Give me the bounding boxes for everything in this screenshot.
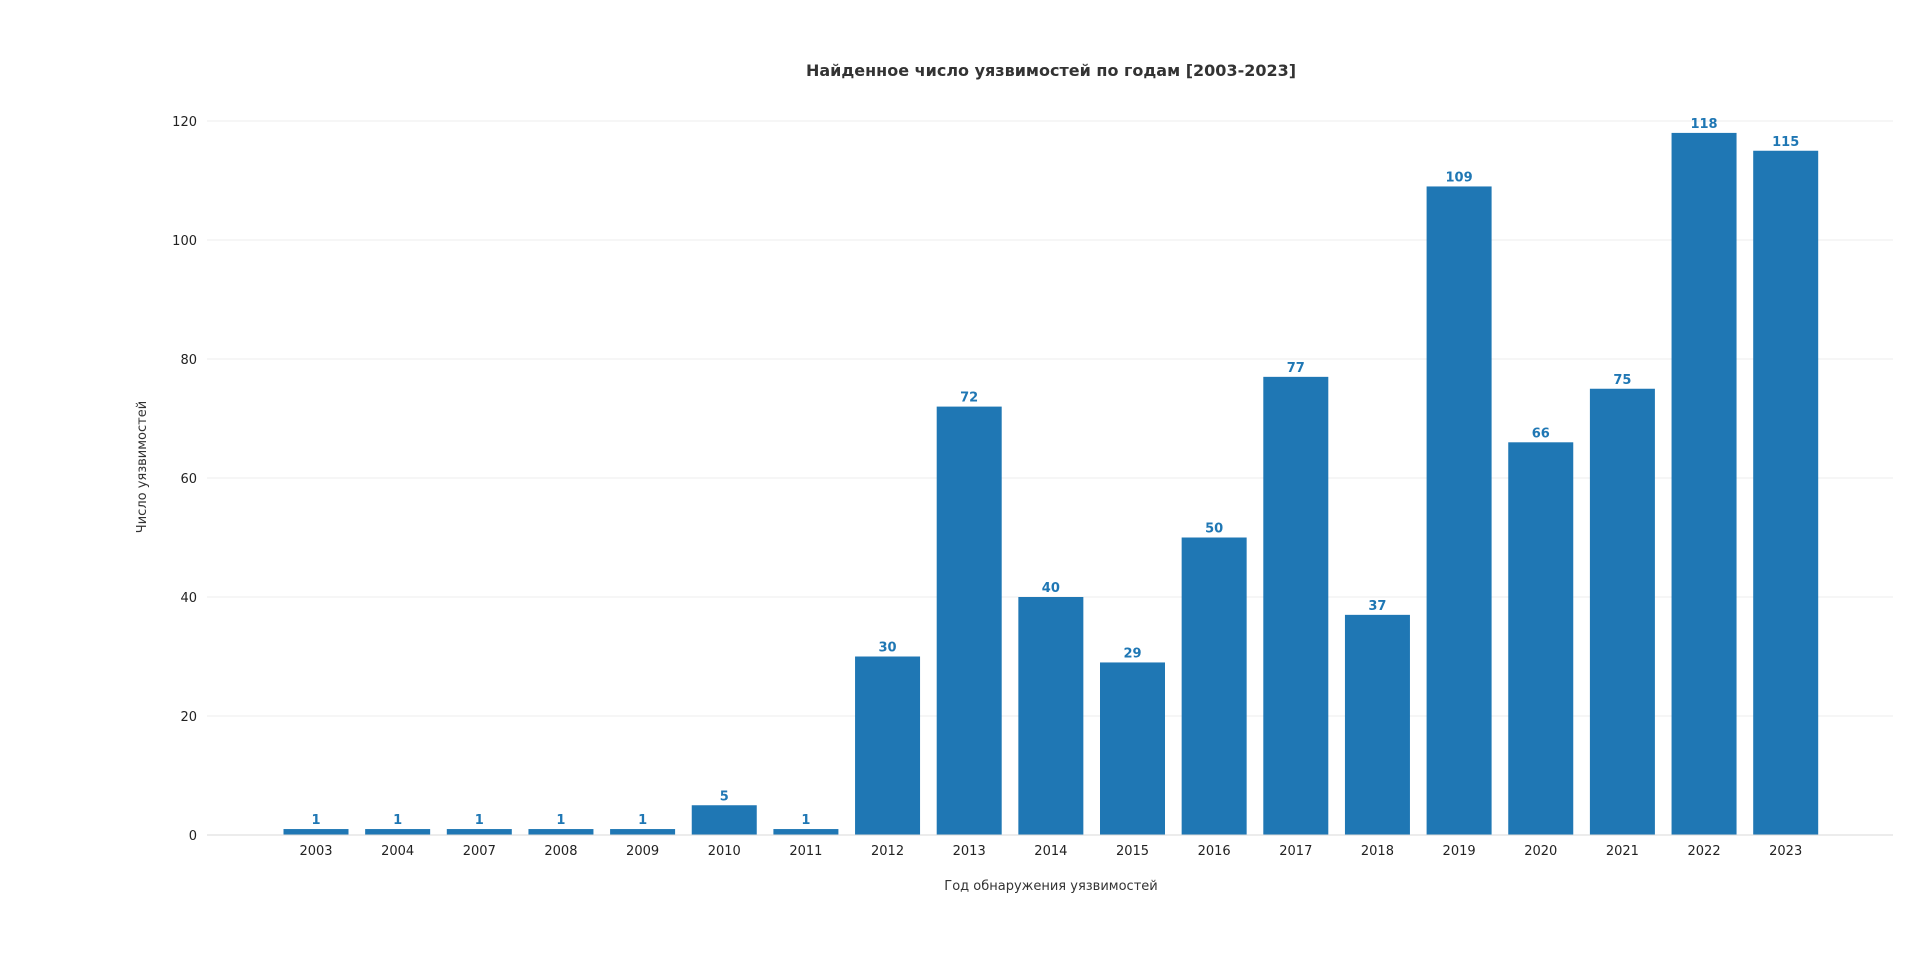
y-tick-label: 40 <box>180 591 197 606</box>
x-tick-label: 2019 <box>1443 844 1476 859</box>
y-tick-labels: 0 20 40 60 80 100 120 <box>172 115 197 844</box>
x-tick-label: 2007 <box>463 844 496 859</box>
x-tick-label: 2010 <box>708 844 741 859</box>
bar-2022 <box>1671 132 1737 835</box>
x-tick-label: 2023 <box>1769 844 1802 859</box>
x-tick-label: 2018 <box>1361 844 1394 859</box>
bar-2016 <box>1181 537 1247 835</box>
x-tick-label: 2009 <box>626 844 659 859</box>
bar-2003 <box>283 829 349 835</box>
x-tick-labels: 2003 2004 2007 2008 2009 2010 2011 2012 2013 2014… <box>299 844 1802 859</box>
bar-2007 <box>446 829 512 835</box>
y-tick-label: 60 <box>180 472 197 487</box>
x-tick-label: 2020 <box>1524 844 1557 859</box>
bar-value-label: 30 <box>879 641 897 656</box>
bar-2013 <box>936 406 1002 835</box>
y-tick-label: 0 <box>189 829 197 844</box>
x-tick-label: 2011 <box>789 844 822 859</box>
bar-value-label: 1 <box>638 813 647 828</box>
x-tick-label: 2004 <box>381 844 414 859</box>
bar-value-label: 37 <box>1368 599 1386 614</box>
bar-2009 <box>610 829 676 835</box>
y-tick-label: 20 <box>180 710 197 725</box>
bar-value-label: 1 <box>311 813 320 828</box>
y-tick-label: 80 <box>180 353 197 368</box>
bar-value-label: 118 <box>1690 117 1717 132</box>
x-tick-label: 2014 <box>1034 844 1067 859</box>
y-axis-label: Число уязвимостей <box>135 401 150 533</box>
x-tick-label: 2016 <box>1198 844 1231 859</box>
bar-2018 <box>1344 614 1410 835</box>
bar-2017 <box>1263 376 1329 835</box>
bar-value-label: 5 <box>720 789 729 804</box>
bar-value-label: 75 <box>1613 373 1631 388</box>
bar-2019 <box>1426 186 1492 835</box>
bar-value-label: 50 <box>1205 522 1223 537</box>
y-tick-label: 100 <box>172 234 197 249</box>
bar-2014 <box>1018 597 1084 835</box>
bar-value-label: 115 <box>1772 135 1799 150</box>
bar-2004 <box>365 829 431 835</box>
x-tick-label: 2013 <box>953 844 986 859</box>
x-tick-label: 2008 <box>544 844 577 859</box>
bar-2023 <box>1753 150 1819 835</box>
bar-value-label: 1 <box>801 813 810 828</box>
bar-value-label: 29 <box>1123 646 1141 661</box>
bar-2008 <box>528 829 594 835</box>
bar-value-label: 1 <box>393 813 402 828</box>
bar-2011 <box>773 829 839 835</box>
x-tick-label: 2022 <box>1688 844 1721 859</box>
bar-value-label: 40 <box>1042 581 1060 596</box>
bar-2010 <box>691 805 757 835</box>
bar-value-label: 77 <box>1287 361 1305 376</box>
bars <box>283 132 1819 835</box>
bar-2021 <box>1589 388 1655 835</box>
x-axis-label: Год обнаружения уязвимостей <box>944 879 1157 894</box>
x-tick-label: 2015 <box>1116 844 1149 859</box>
bar-value-label: 1 <box>556 813 565 828</box>
x-tick-label: 2017 <box>1279 844 1312 859</box>
chart-title: Найденное число уязвимостей по годам [20… <box>806 61 1296 80</box>
x-tick-label: 2003 <box>299 844 332 859</box>
bar-value-label: 72 <box>960 391 978 406</box>
bar-value-label: 1 <box>475 813 484 828</box>
x-tick-label: 2021 <box>1606 844 1639 859</box>
bar-2012 <box>855 656 921 835</box>
bar-2020 <box>1508 442 1574 835</box>
bar-value-label: 66 <box>1532 426 1550 441</box>
y-tick-label: 120 <box>172 115 197 130</box>
x-tick-label: 2012 <box>871 844 904 859</box>
bar-2015 <box>1100 662 1165 835</box>
bar-value-label: 109 <box>1446 170 1473 185</box>
